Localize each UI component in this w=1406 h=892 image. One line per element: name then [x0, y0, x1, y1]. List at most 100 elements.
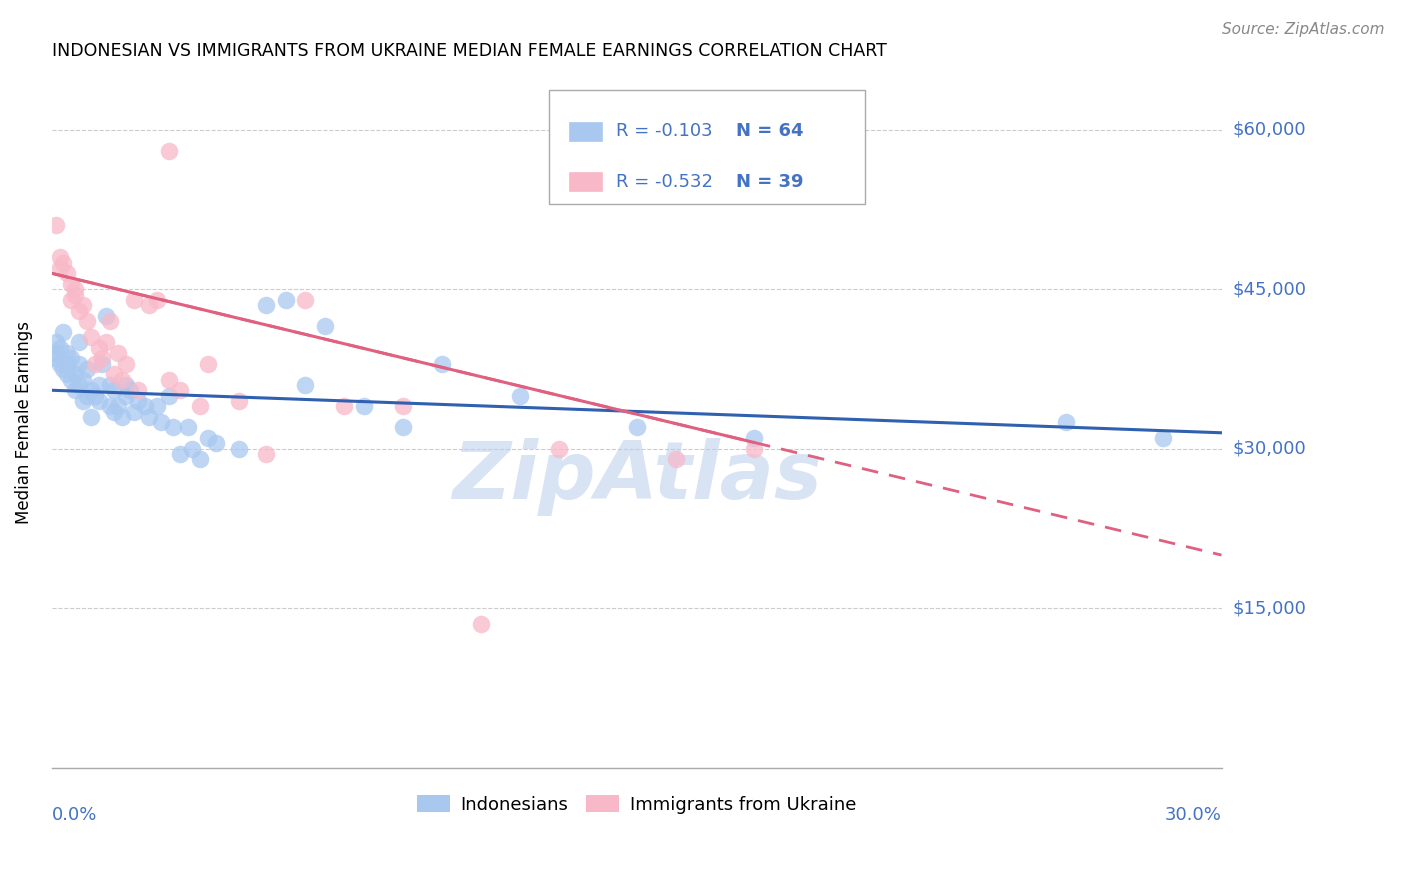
Point	[197, 357, 219, 371]
Point	[111, 409, 134, 424]
Point	[76, 362, 98, 376]
Point	[430, 357, 453, 371]
Point	[1152, 431, 1174, 445]
Point	[48, 357, 70, 371]
Point	[138, 409, 160, 424]
Point	[67, 303, 90, 318]
Point	[72, 393, 94, 408]
Point	[197, 431, 219, 445]
Point	[146, 293, 169, 307]
Text: $45,000: $45,000	[1233, 280, 1306, 298]
Point	[56, 368, 79, 382]
Point	[96, 309, 118, 323]
Point	[157, 144, 180, 158]
Point	[127, 384, 149, 398]
Point	[188, 399, 211, 413]
Y-axis label: Median Female Earnings: Median Female Earnings	[15, 320, 32, 524]
Text: $60,000: $60,000	[1233, 120, 1306, 139]
Point	[107, 346, 129, 360]
Point	[96, 335, 118, 350]
Point	[56, 357, 79, 371]
Point	[63, 368, 86, 382]
Point	[63, 282, 86, 296]
Point	[67, 335, 90, 350]
Point	[169, 447, 191, 461]
Text: 0.0%: 0.0%	[52, 805, 97, 823]
Point	[48, 341, 70, 355]
Text: N = 39: N = 39	[737, 173, 804, 191]
Point	[742, 431, 765, 445]
Point	[63, 384, 86, 398]
Point	[45, 346, 67, 360]
Point	[45, 219, 67, 233]
Point	[60, 293, 83, 307]
Text: INDONESIAN VS IMMIGRANTS FROM UKRAINE MEDIAN FEMALE EARNINGS CORRELATION CHART: INDONESIAN VS IMMIGRANTS FROM UKRAINE ME…	[52, 42, 887, 60]
Point	[67, 378, 90, 392]
Point	[391, 399, 413, 413]
Point	[470, 617, 492, 632]
Text: $15,000: $15,000	[1233, 599, 1306, 617]
Point	[80, 409, 103, 424]
Text: $30,000: $30,000	[1233, 440, 1306, 458]
Point	[122, 404, 145, 418]
Point	[48, 260, 70, 275]
Point	[91, 357, 114, 371]
Text: ZipAtlas: ZipAtlas	[451, 439, 821, 516]
Point	[87, 378, 110, 392]
Point	[80, 384, 103, 398]
FancyBboxPatch shape	[548, 90, 865, 204]
Point	[353, 399, 375, 413]
Point	[127, 393, 149, 408]
Point	[157, 388, 180, 402]
Point	[114, 388, 136, 402]
Point	[45, 335, 67, 350]
Point	[162, 420, 184, 434]
Point	[83, 357, 105, 371]
Point	[76, 388, 98, 402]
Point	[114, 357, 136, 371]
Point	[177, 420, 200, 434]
Point	[294, 293, 316, 307]
Point	[204, 436, 226, 450]
Point	[254, 447, 277, 461]
Point	[60, 373, 83, 387]
Point	[103, 404, 125, 418]
Point	[118, 384, 141, 398]
Point	[52, 362, 75, 376]
Point	[83, 388, 105, 402]
Point	[294, 378, 316, 392]
Point	[181, 442, 204, 456]
Point	[72, 298, 94, 312]
Point	[1054, 415, 1077, 429]
Point	[48, 251, 70, 265]
Point	[114, 378, 136, 392]
Point	[45, 351, 67, 366]
Point	[138, 298, 160, 312]
Legend: Indonesians, Immigrants from Ukraine: Indonesians, Immigrants from Ukraine	[411, 789, 863, 821]
Point	[547, 442, 569, 456]
Point	[98, 378, 121, 392]
Point	[228, 393, 250, 408]
Point	[76, 314, 98, 328]
Point	[254, 298, 277, 312]
Point	[67, 357, 90, 371]
Point	[333, 399, 356, 413]
Bar	[569, 172, 602, 192]
Point	[91, 351, 114, 366]
Point	[56, 346, 79, 360]
Point	[52, 255, 75, 269]
Point	[509, 388, 531, 402]
Point	[157, 373, 180, 387]
Point	[63, 287, 86, 301]
Text: R = -0.103: R = -0.103	[616, 122, 713, 140]
Point	[665, 452, 688, 467]
Bar	[569, 121, 602, 141]
Point	[60, 277, 83, 291]
Point	[52, 325, 75, 339]
Point	[111, 373, 134, 387]
Point	[391, 420, 413, 434]
Point	[169, 384, 191, 398]
Point	[228, 442, 250, 456]
Point	[72, 373, 94, 387]
Point	[274, 293, 297, 307]
